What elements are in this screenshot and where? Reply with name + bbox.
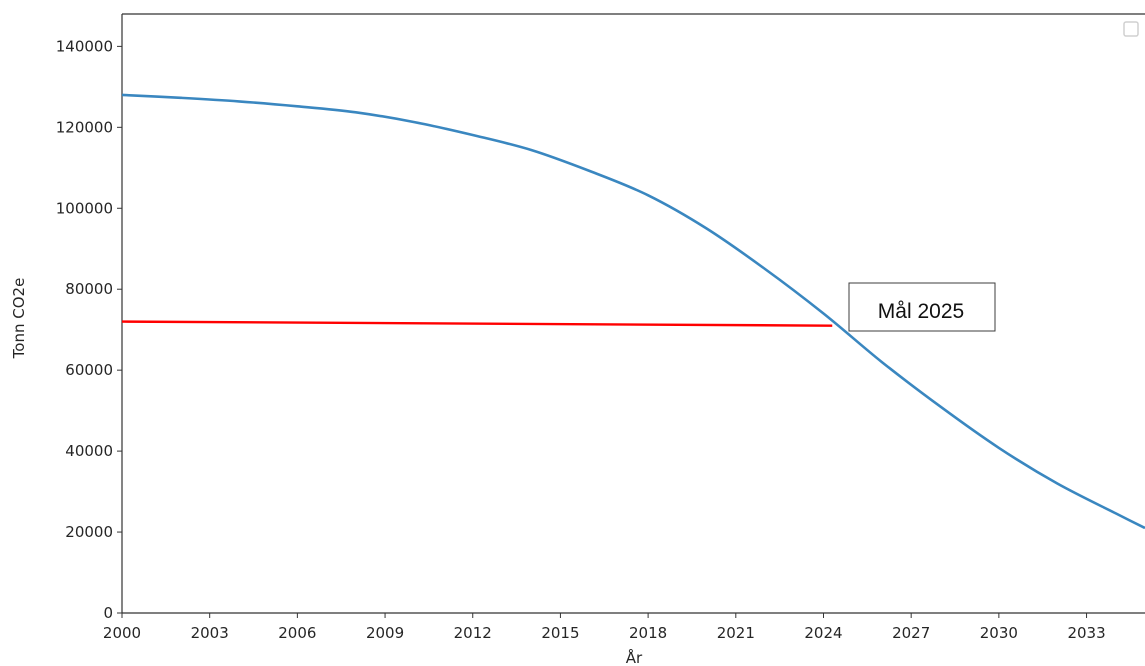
- x-tick-label: 2027: [892, 624, 930, 642]
- y-tick-label: 0: [103, 604, 113, 622]
- annotation-text: Mål 2025: [878, 300, 964, 323]
- x-tick-label: 2009: [366, 624, 404, 642]
- annotation-box: Mål 2025: [848, 282, 996, 332]
- series-layer: [121, 93, 1145, 530]
- x-tick-label: 2018: [629, 624, 667, 642]
- y-tick-label: 140000: [56, 37, 113, 55]
- y-tick-label: 80000: [65, 280, 113, 298]
- y-tick-label: 60000: [65, 361, 113, 379]
- x-tick-label: 2012: [454, 624, 492, 642]
- plot-frame: [121, 13, 1145, 614]
- y-axis-ticks: 0 20000 40000 60000 80000 100000 120000 140000: [56, 37, 122, 622]
- target-line: [121, 320, 833, 327]
- x-tick-label: 2033: [1067, 624, 1105, 642]
- x-axis-label: År: [626, 648, 643, 666]
- x-tick-label: 2003: [191, 624, 229, 642]
- x-tick-label: 2021: [717, 624, 755, 642]
- y-tick-label: 20000: [65, 523, 113, 541]
- y-tick-label: 100000: [56, 199, 113, 217]
- x-tick-label: 2024: [804, 624, 842, 642]
- x-tick-label: 2030: [980, 624, 1018, 642]
- x-axis-ticks: 2000 2003 2006 2009 2012 2015 2018 2021 2024 2027…: [103, 613, 1106, 642]
- legend-box: [1123, 21, 1139, 37]
- x-tick-label: 2006: [278, 624, 316, 642]
- x-tick-label: 2015: [541, 624, 579, 642]
- x-tick-label: 2000: [103, 624, 141, 642]
- y-tick-label: 120000: [56, 118, 113, 136]
- y-axis-label: Tonn CO2e: [10, 278, 28, 360]
- emission-series-line-0: [121, 93, 1145, 530]
- y-tick-label: 40000: [65, 442, 113, 460]
